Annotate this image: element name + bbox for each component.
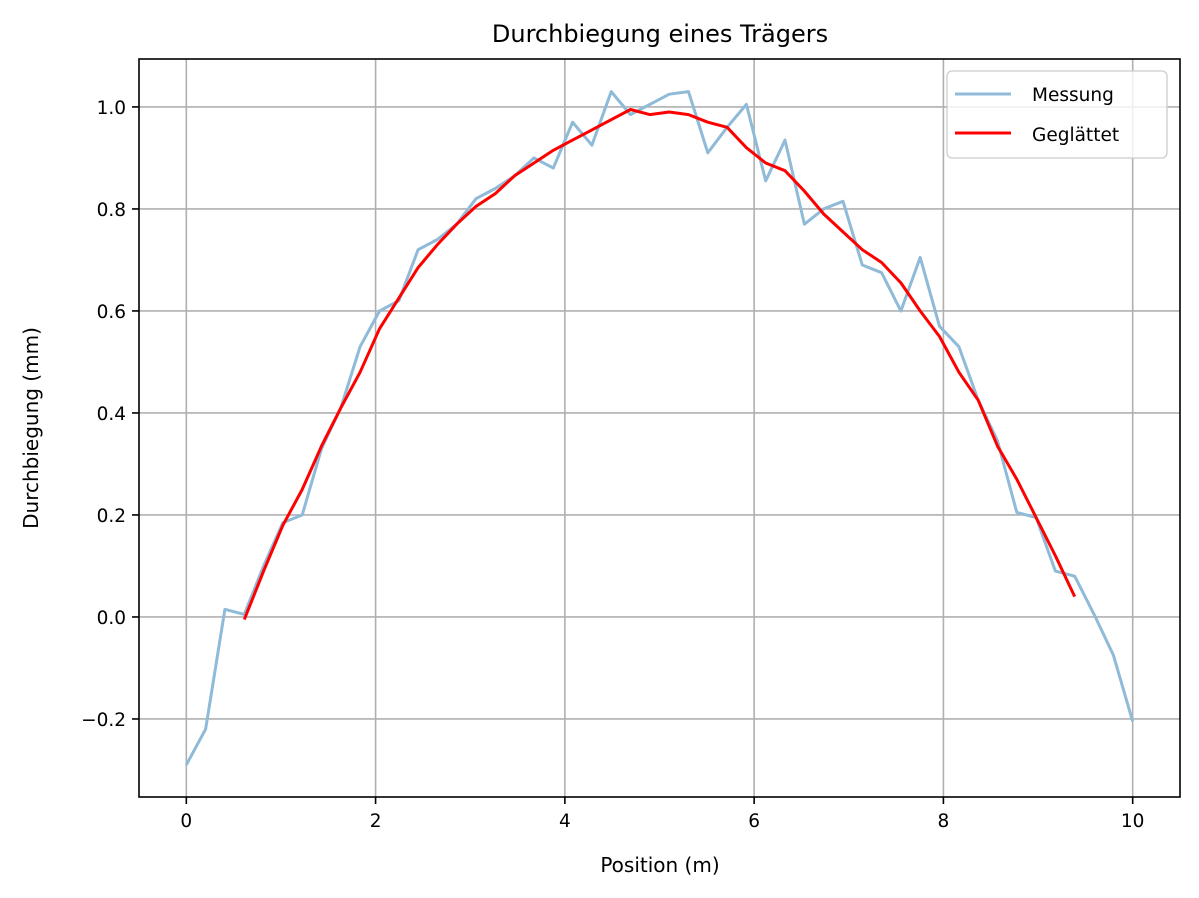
chart-title: Durchbiegung eines Trägers xyxy=(492,20,828,48)
x-tick-label: 0 xyxy=(180,811,192,832)
x-axis-label: Position (m) xyxy=(600,853,719,877)
x-tick-label: 2 xyxy=(370,811,382,832)
series-line-messung xyxy=(184,90,1135,766)
x-axis-ticks: 0 2 4 6 8 10 xyxy=(180,797,1144,832)
x-tick-label: 8 xyxy=(938,811,950,832)
x-tick-label: 6 xyxy=(748,811,760,832)
grid-lines xyxy=(139,59,1180,797)
y-axis-label: Durchbiegung (mm) xyxy=(19,327,43,529)
y-tick-label: −0.2 xyxy=(81,710,126,731)
y-tick-label: 0.4 xyxy=(97,404,126,425)
y-tick-label: 0.6 xyxy=(97,302,126,323)
x-tick-label: 4 xyxy=(559,811,571,832)
x-tick-label: 10 xyxy=(1121,811,1145,832)
legend: Messung Geglättet xyxy=(946,70,1168,159)
y-tick-label: 0.2 xyxy=(97,506,126,527)
axes-frame xyxy=(138,58,1181,798)
y-tick-label: 0.8 xyxy=(97,200,126,221)
y-tick-label: 0.0 xyxy=(97,608,126,629)
plot-area xyxy=(184,90,1135,766)
legend-label-messung: Messung xyxy=(1032,85,1114,106)
series-line-geglättet xyxy=(242,108,1077,621)
y-tick-label: 1.0 xyxy=(97,98,126,119)
legend-label-geglaettet: Geglättet xyxy=(1032,125,1119,146)
y-axis-ticks: −0.2 0.0 0.2 0.4 0.6 0.8 1.0 xyxy=(81,98,139,731)
